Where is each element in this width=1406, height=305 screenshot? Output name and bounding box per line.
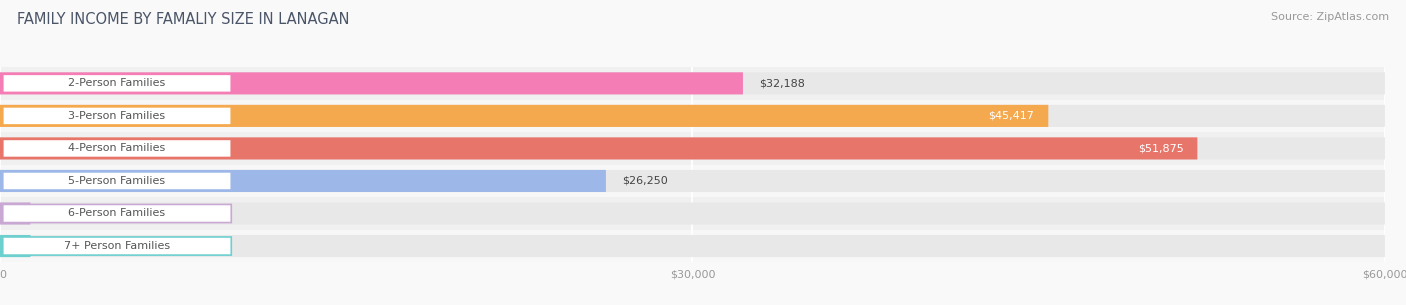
Text: 4-Person Families: 4-Person Families: [69, 143, 166, 153]
FancyBboxPatch shape: [0, 72, 1385, 95]
FancyBboxPatch shape: [0, 137, 1385, 160]
Text: $26,250: $26,250: [623, 176, 668, 186]
FancyBboxPatch shape: [3, 74, 231, 92]
Text: $0: $0: [42, 241, 56, 251]
FancyBboxPatch shape: [3, 204, 231, 223]
FancyBboxPatch shape: [0, 203, 1385, 224]
Bar: [0, 165, 1385, 197]
FancyBboxPatch shape: [0, 170, 606, 192]
FancyBboxPatch shape: [0, 170, 1385, 192]
FancyBboxPatch shape: [0, 203, 31, 224]
Bar: [0, 132, 1385, 165]
Text: FAMILY INCOME BY FAMALIY SIZE IN LANAGAN: FAMILY INCOME BY FAMALIY SIZE IN LANAGAN: [17, 12, 349, 27]
FancyBboxPatch shape: [0, 105, 1049, 127]
Text: $45,417: $45,417: [988, 111, 1035, 121]
FancyBboxPatch shape: [3, 139, 231, 157]
FancyBboxPatch shape: [3, 172, 231, 190]
Bar: [0, 67, 1385, 100]
Text: 3-Person Families: 3-Person Families: [69, 111, 166, 121]
Text: 2-Person Families: 2-Person Families: [69, 78, 166, 88]
FancyBboxPatch shape: [0, 235, 31, 257]
Bar: [0, 100, 1385, 132]
FancyBboxPatch shape: [3, 107, 231, 125]
FancyBboxPatch shape: [0, 105, 1385, 127]
FancyBboxPatch shape: [0, 72, 742, 95]
Text: $0: $0: [42, 209, 56, 218]
Text: $51,875: $51,875: [1137, 143, 1184, 153]
FancyBboxPatch shape: [3, 237, 231, 255]
FancyBboxPatch shape: [0, 137, 1198, 160]
FancyBboxPatch shape: [0, 235, 1385, 257]
Text: 7+ Person Families: 7+ Person Families: [63, 241, 170, 251]
Text: 5-Person Families: 5-Person Families: [69, 176, 166, 186]
Bar: [0, 197, 1385, 230]
Text: $32,188: $32,188: [759, 78, 806, 88]
Bar: [0, 230, 1385, 262]
Text: Source: ZipAtlas.com: Source: ZipAtlas.com: [1271, 12, 1389, 22]
Text: 6-Person Families: 6-Person Families: [69, 209, 166, 218]
